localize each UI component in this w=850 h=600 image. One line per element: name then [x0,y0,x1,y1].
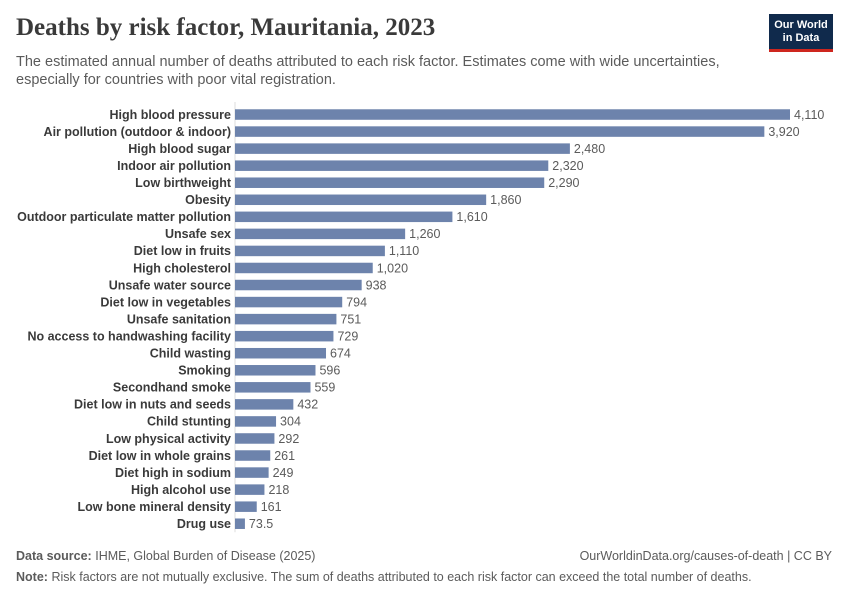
category-label: No access to handwashing facility [27,329,231,343]
value-label: 938 [366,278,387,292]
category-label: Diet low in vegetables [100,295,231,309]
bar[interactable] [235,126,765,137]
value-label: 304 [280,415,301,429]
value-label: 1,110 [389,244,419,258]
value-label: 674 [330,347,351,361]
category-label: Low bone mineral density [78,500,232,514]
value-label: 596 [319,364,340,378]
chart-subtitle: The estimated annual number of deaths at… [16,54,720,88]
category-label: Unsafe sex [165,227,231,241]
category-label: Child wasting [150,347,231,361]
bar[interactable] [235,177,545,188]
value-label: 218 [268,483,289,497]
bar[interactable] [235,313,337,325]
bar-chart: High blood pressure 4,110 Air pollution (o… [17,102,824,533]
category-label: High blood pressure [109,108,231,122]
category-label: Diet low in fruits [134,244,231,258]
value-label: 1,020 [377,261,408,275]
category-label: High blood sugar [128,142,231,156]
data-source: Data source: IHME, Global Burden of Dise… [16,549,315,563]
bar[interactable] [235,416,277,427]
category-label: Smoking [178,364,231,378]
chart-note: Note: Risk factors are not mutually excl… [16,570,752,584]
bar[interactable] [235,143,570,154]
value-label: 559 [314,381,335,395]
data-source-link[interactable]: IHME, Global Burden of Disease (2025) [95,549,316,563]
bar[interactable] [235,484,265,495]
value-label: 292 [278,432,299,446]
category-label: Diet low in nuts and seeds [74,398,231,412]
bar[interactable] [235,109,790,120]
category-label: Outdoor particulate matter pollution [17,210,231,224]
value-label: 73.5 [249,517,273,531]
source-url[interactable]: OurWorldinData.org/causes-of-death | CC … [579,549,832,563]
bar[interactable] [235,330,334,342]
category-label: Diet low in whole grains [89,449,231,463]
value-label: 1,260 [409,227,440,241]
value-label: 3,920 [768,125,799,139]
value-label: 2,320 [552,159,583,173]
category-label: High cholesterol [133,261,231,275]
bar[interactable] [235,467,269,478]
bar[interactable] [235,228,406,240]
category-label: Indoor air pollution [117,159,231,173]
bar[interactable] [235,518,245,529]
category-label: Drug use [177,517,231,531]
bar[interactable] [235,194,487,206]
bar[interactable] [235,365,316,376]
bar[interactable] [235,450,271,461]
value-label: 1,610 [456,210,487,224]
value-label: 794 [346,295,367,309]
logo-line-1: Our World [774,18,828,31]
note-label: Note: [16,570,48,584]
value-label: 1,860 [490,193,521,207]
category-label: High alcohol use [131,483,231,497]
category-label: Diet high in sodium [115,466,231,480]
bar[interactable] [235,382,311,393]
category-label: Obesity [185,193,231,207]
value-label: 432 [297,398,318,412]
note-text: Risk factors are not mutually exclusive.… [51,570,752,584]
category-label: Child stunting [147,415,231,429]
bar[interactable] [235,160,549,171]
bar[interactable] [235,279,362,291]
owid-logo[interactable]: Our World in Data [769,14,833,52]
data-source-label: Data source: [16,549,92,563]
bar[interactable] [235,211,453,223]
value-label: 729 [337,329,358,343]
value-label: 2,480 [574,142,605,156]
value-label: 161 [261,500,282,514]
bar[interactable] [235,347,327,359]
bar[interactable] [235,399,294,410]
logo-line-2: in Data [782,31,820,44]
category-label: Low physical activity [106,432,231,446]
bar[interactable] [235,262,373,274]
category-label: Unsafe sanitation [127,312,231,326]
category-label: Air pollution (outdoor & indoor) [44,125,231,139]
bar[interactable] [235,501,257,512]
value-label: 249 [273,466,294,480]
value-label: 4,110 [794,108,824,122]
bar[interactable] [235,245,385,257]
category-label: Unsafe water source [109,278,231,292]
value-label: 2,290 [548,176,579,190]
category-label: Low birthweight [135,176,232,190]
value-label: 751 [340,312,361,326]
chart-title: Deaths by risk factor, Mauritania, 2023 [16,14,436,41]
bar[interactable] [235,433,275,444]
category-label: Secondhand smoke [113,381,231,395]
bar[interactable] [235,296,343,308]
value-label: 261 [274,449,295,463]
